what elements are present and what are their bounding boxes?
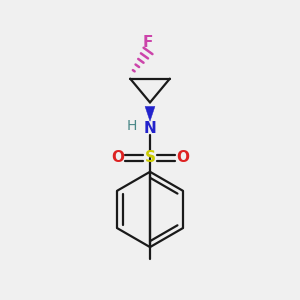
Polygon shape (145, 106, 155, 121)
Text: S: S (145, 150, 155, 165)
Text: O: O (176, 150, 189, 165)
Text: O: O (111, 150, 124, 165)
Text: N: N (144, 121, 156, 136)
Text: H: H (127, 119, 137, 133)
Text: F: F (143, 34, 153, 50)
